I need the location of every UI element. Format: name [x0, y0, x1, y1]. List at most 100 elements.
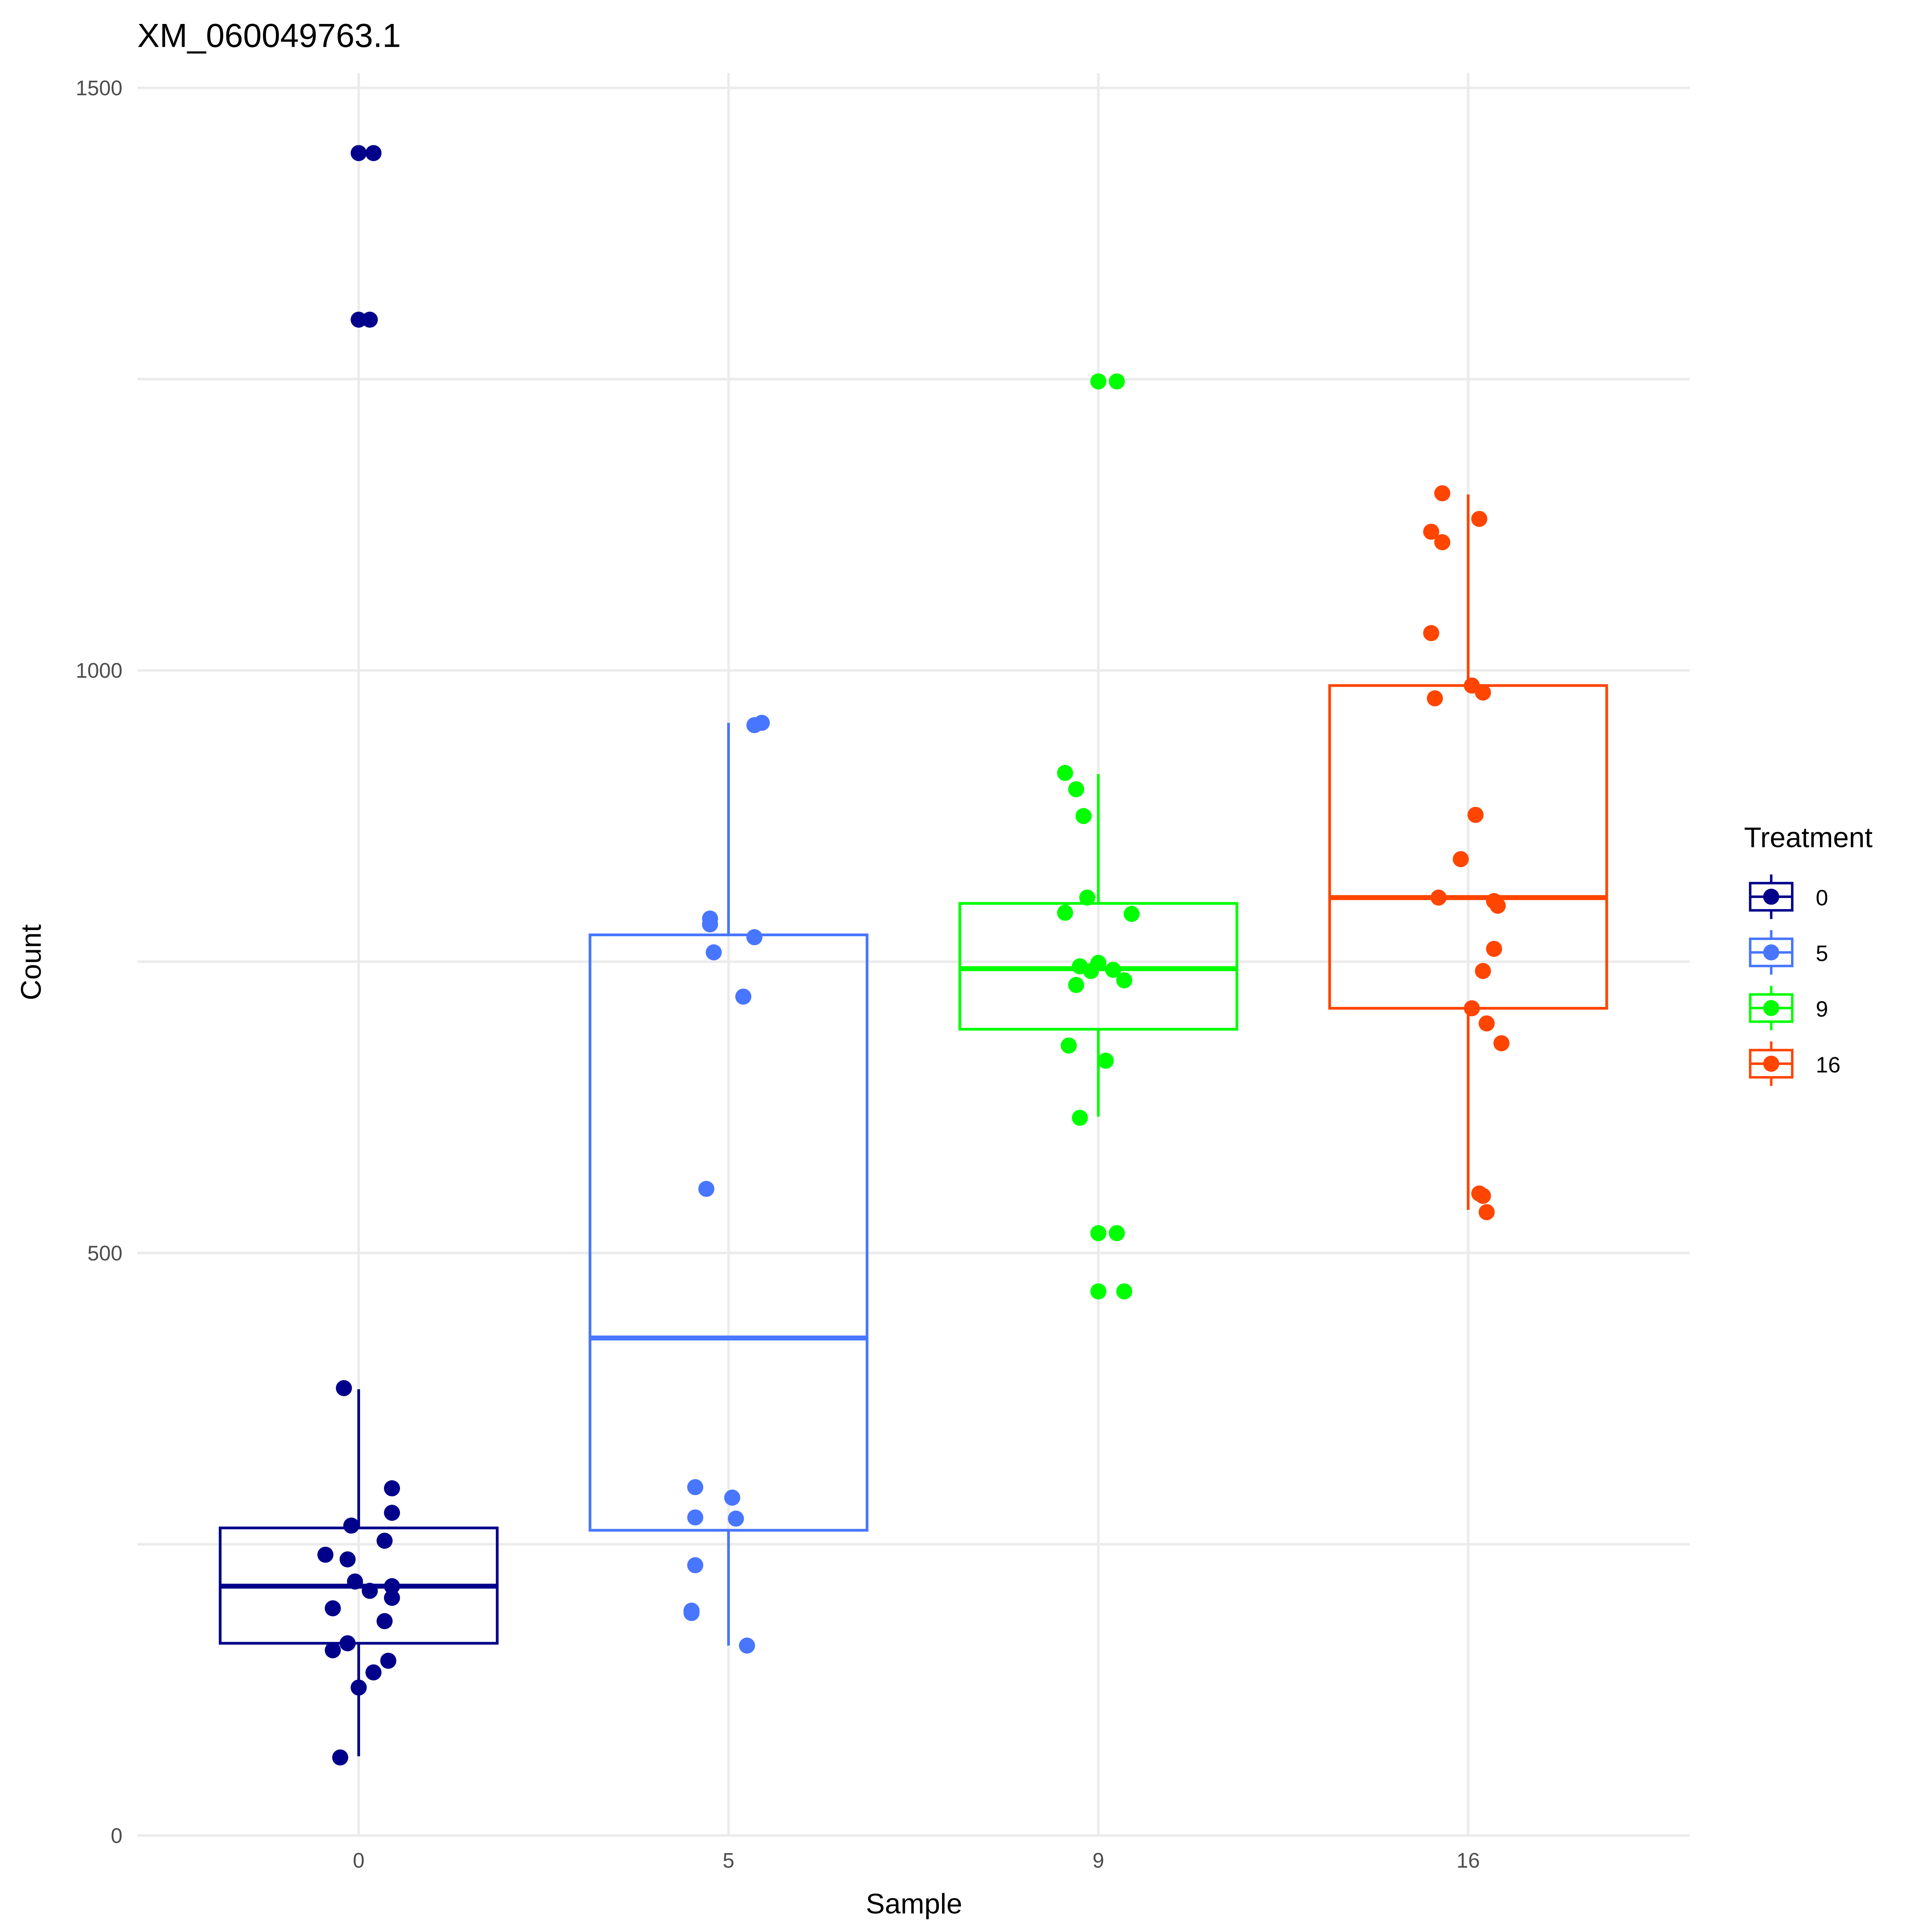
data-point [1075, 808, 1092, 824]
data-point [376, 1532, 393, 1549]
data-point [1427, 690, 1443, 707]
y-tick-label: 1500 [76, 76, 122, 100]
data-point [325, 1600, 341, 1617]
data-point [343, 1517, 359, 1534]
data-point [1090, 373, 1107, 389]
points [317, 145, 1510, 1766]
data-point [1083, 963, 1099, 979]
data-point [1452, 851, 1469, 867]
legend-key [1749, 930, 1794, 975]
x-tick-label: 9 [1092, 1849, 1104, 1872]
data-point [1061, 1037, 1077, 1054]
y-tick-label: 1000 [76, 659, 122, 682]
data-point [339, 1551, 356, 1568]
data-point [1464, 1000, 1480, 1017]
data-point [332, 1749, 349, 1766]
data-point [1123, 906, 1140, 922]
data-point [1068, 781, 1084, 798]
legend-point [1763, 1056, 1779, 1072]
data-point [380, 1653, 396, 1669]
data-point [687, 1509, 704, 1526]
legend-title: Treatment [1744, 821, 1872, 854]
data-point [1079, 889, 1095, 906]
data-point [1434, 534, 1451, 551]
data-point [706, 944, 722, 961]
data-point [735, 988, 752, 1005]
x-axis: 0 5 9 16 [353, 1849, 1480, 1872]
data-point [362, 311, 378, 328]
data-point [1057, 905, 1073, 921]
data-point [1116, 972, 1133, 988]
data-point [728, 1510, 744, 1527]
grid [137, 73, 1690, 1837]
chart-title: XM_060049763.1 [137, 17, 401, 54]
x-tick-label: 5 [723, 1849, 734, 1872]
data-point [698, 1180, 714, 1197]
y-axis: 0 500 1000 1500 [76, 76, 122, 1847]
legend-point [1763, 1000, 1779, 1016]
box [588, 933, 869, 1532]
data-point [1475, 1188, 1491, 1204]
boxes [219, 494, 1608, 1757]
x-tick-label: 16 [1456, 1849, 1480, 1872]
data-point [1090, 1283, 1107, 1299]
data-point [384, 1505, 400, 1521]
data-point [350, 145, 367, 161]
legend: Treatment 0 5 9 16 [1744, 821, 1872, 1086]
data-point [339, 1635, 356, 1651]
y-tick-label: 500 [87, 1242, 122, 1265]
data-point [1109, 373, 1125, 389]
data-point [384, 1578, 400, 1594]
data-point [350, 1679, 367, 1696]
legend-label: 5 [1816, 941, 1828, 966]
data-point [384, 1480, 400, 1497]
data-point [1068, 977, 1084, 993]
data-point [362, 1583, 378, 1599]
data-point [746, 929, 763, 946]
data-point [1486, 940, 1502, 957]
x-tick-label: 0 [353, 1849, 364, 1872]
data-point [1478, 1015, 1495, 1032]
data-point [746, 717, 763, 733]
data-point [365, 1664, 382, 1680]
data-point [384, 1590, 400, 1606]
y-tick-label: 0 [111, 1824, 122, 1848]
data-point [1116, 1283, 1133, 1299]
data-point [325, 1642, 341, 1658]
data-point [1423, 524, 1439, 540]
legend-label: 16 [1816, 1053, 1840, 1077]
data-point [1434, 485, 1451, 502]
data-point [1097, 1053, 1114, 1069]
legend-label: 0 [1816, 886, 1828, 910]
data-point [350, 311, 367, 328]
x-axis-label: Sample [866, 1888, 963, 1920]
legend-label: 9 [1816, 997, 1828, 1022]
data-point [687, 1479, 704, 1495]
legend-key [1749, 874, 1794, 919]
legend-key [1749, 986, 1794, 1031]
data-point [317, 1546, 333, 1563]
data-point [1475, 963, 1491, 979]
data-point [1109, 1225, 1125, 1242]
data-point [739, 1638, 755, 1654]
legend-key [1749, 1041, 1794, 1086]
legend-point [1763, 944, 1779, 961]
data-point [1105, 962, 1121, 978]
data-point [1490, 898, 1506, 914]
data-point [702, 916, 718, 933]
y-axis-label: Count [15, 924, 47, 1000]
data-point [687, 1557, 704, 1573]
data-point [1430, 889, 1447, 906]
data-point [1423, 625, 1439, 641]
data-point [365, 145, 382, 161]
data-point [1071, 1110, 1088, 1126]
data-point [1471, 511, 1488, 527]
data-point [1478, 1204, 1495, 1220]
data-point [1475, 684, 1491, 701]
data-point [683, 1605, 700, 1621]
data-point [347, 1573, 363, 1590]
data-point [724, 1490, 740, 1506]
data-point [1090, 1225, 1107, 1242]
legend-point [1763, 888, 1779, 905]
